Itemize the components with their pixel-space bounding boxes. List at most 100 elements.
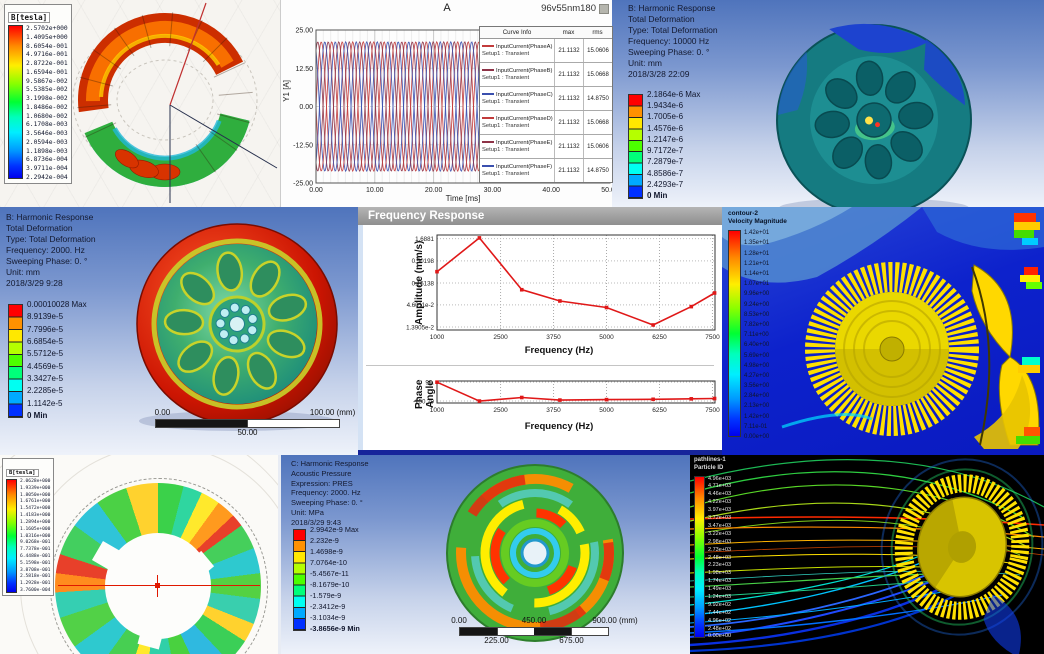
info-line: Total Deformation xyxy=(628,14,695,25)
ruler-label-450: 450.00 xyxy=(521,616,547,625)
legend-values: 2.9942e-9 Max 2.232e-9 1.4698e-9 7.0764e-10… xyxy=(310,525,360,633)
curve-table-header: Curve Info max rms xyxy=(480,27,612,39)
legend-value: 4.27e+00 xyxy=(744,372,770,379)
teal-wheel-render xyxy=(776,23,972,207)
bfield-legend: B[tesla] 2.0628e+000 1.9339e+000 1.8050e+0… xyxy=(2,458,55,596)
legend-value: 6.8736e-004 xyxy=(26,156,68,164)
legend-value: 5.1598e-001 xyxy=(20,560,51,566)
legend-title-line2: Particle ID xyxy=(694,464,724,471)
x-axis-label: Time [ms] xyxy=(445,194,481,203)
color-scale-bar xyxy=(293,529,306,631)
legend-value: 1.1898e-003 xyxy=(26,147,68,155)
curve-setup: Setup1 : Transient xyxy=(482,98,530,105)
curve-info-row: InputCurrent(PhaseA) Setup1 : Transient … xyxy=(480,39,612,63)
curve-setup: Setup1 : Transient xyxy=(482,122,530,129)
tick-label: -150.29 xyxy=(413,398,435,405)
legend-value: 1.42e+01 xyxy=(744,230,770,237)
ruler-bar xyxy=(459,627,609,636)
legend-value: 4.96e+02 xyxy=(708,617,732,624)
legend-value: 9.92e+02 xyxy=(708,601,732,608)
legend-value: 1.49e+03 xyxy=(708,586,732,593)
legend-value: 4.46e+03 xyxy=(708,491,732,498)
legend-value: 1.4183e+000 xyxy=(20,513,51,519)
legend-value: -5.4567e-11 xyxy=(310,569,349,578)
tick-label: 0.50198 xyxy=(412,258,435,265)
window-titlebar[interactable]: Frequency Response xyxy=(358,207,722,225)
legend-value: 7.11e+00 xyxy=(744,332,769,339)
curve-info-table: Curve Info max rms InputCurrent(PhaseA) … xyxy=(479,26,613,183)
legend-value: 4.22e+03 xyxy=(708,499,732,506)
legend-value: 3.72e+03 xyxy=(708,515,732,522)
legend-values: 1.42e+01 1.35e+01 1.28e+01 1.21e+01 1.14e+01… xyxy=(744,230,769,440)
legend-value: 1.74e+03 xyxy=(708,578,732,585)
tick-label: 7500 xyxy=(705,407,720,414)
curve-info-row: InputCurrent(PhaseC) Setup1 : Transient … xyxy=(480,87,612,111)
info-line: Frequency: 10000 Hz xyxy=(628,36,710,47)
tick-label: 1.6881 xyxy=(415,236,434,243)
legend-value: 1.1142e-5 xyxy=(27,398,63,408)
legend-value: 7.0764e-10 xyxy=(310,558,347,567)
info-line: 2018/3/28 22:09 xyxy=(628,69,690,80)
deformation-legend: 2.1864e-6 Max 1.9434e-6 1.7005e-6 1.4576e-6… xyxy=(628,90,700,200)
legend-value: 2.2285e-5 xyxy=(27,386,64,396)
curve-max: 21.1132 xyxy=(554,39,583,62)
data-point-marker xyxy=(477,399,482,403)
tick-label: 20.00 xyxy=(425,187,443,194)
info-line: Frequency: 2000. Hz xyxy=(291,488,361,498)
info-line: 2018/3/29 9:43 xyxy=(291,517,342,527)
red-wheel-render xyxy=(136,223,338,431)
info-line: Expression: PRES xyxy=(291,478,353,488)
legend-title-line1: contour-2 xyxy=(728,210,758,217)
tick-label: 1.3905e-2 xyxy=(406,324,434,331)
legend-value: 6.1708e-003 xyxy=(26,121,68,129)
legend-value: 1.07e+01 xyxy=(744,281,770,288)
legend-value: 9.5867e-002 xyxy=(26,77,68,85)
curve-info-row: InputCurrent(PhaseE) Setup1 : Transient … xyxy=(480,135,612,159)
info-line: Sweeping Phase: 0. ° xyxy=(291,498,363,507)
data-point-marker xyxy=(519,395,524,400)
legend-value: 4.98e+00 xyxy=(744,362,770,369)
curve-setup: Setup1 : Transient xyxy=(482,74,530,81)
curve-max: 21.1132 xyxy=(554,111,583,134)
info-line: C: Harmonic Response xyxy=(291,459,369,468)
legend-value: 3.9711e-004 xyxy=(26,165,68,172)
data-point-marker xyxy=(477,236,482,240)
ruler-label-0: 0.00 xyxy=(451,616,467,625)
chart-tab-icon[interactable] xyxy=(599,3,609,14)
curve-rms: 15.0606 xyxy=(583,39,612,62)
tick-label: -12.50 xyxy=(293,142,313,149)
legend-title-line2: Velocity Magnitude xyxy=(728,218,787,226)
curve-rms: 15.0668 xyxy=(583,63,612,86)
legend-value: 2.98e+03 xyxy=(708,538,732,545)
legend-value: 1.2894e+000 xyxy=(20,519,51,525)
window-tab-label: 96v55nm180 xyxy=(541,3,596,14)
info-line: B: Harmonic Response xyxy=(628,3,716,13)
legend-value: 2.5818e-001 xyxy=(20,574,51,580)
ruler-label-100: 100.00 (mm) xyxy=(309,408,356,417)
panel-pathlines: pathlines-1 Particle ID 4.96e+03 4.71e+03… xyxy=(690,455,1044,654)
legend-value: 1.8486e-002 xyxy=(26,103,68,111)
curve-color-swatch xyxy=(482,45,494,48)
curve-setup: Setup1 : Transient xyxy=(482,146,530,153)
data-point-marker xyxy=(712,396,717,401)
legend-values: 4.96e+03 4.71e+03 4.46e+03 4.22e+03 3.97e+03… xyxy=(708,476,731,640)
legend-value: 3.8708e-001 xyxy=(20,567,51,573)
color-scale-bar xyxy=(8,304,23,418)
tick-label: -25.00 xyxy=(293,181,313,188)
info-line: Unit: mm xyxy=(628,58,662,69)
crosshair-center xyxy=(155,583,160,588)
legend-value: 4.8586e-7 xyxy=(647,168,684,178)
legend-value: 2.9942e-9 Max xyxy=(310,525,359,534)
legend-values: 2.1864e-6 Max 1.9434e-6 1.7005e-6 1.4576e-6… xyxy=(647,90,700,200)
info-line: Frequency: 2000. Hz xyxy=(6,245,85,256)
curve-max: 21.1132 xyxy=(554,135,583,158)
legend-value: 2.1864e-6 Max xyxy=(647,90,701,99)
panel-acoustic-pressure: C: Harmonic Response Acoustic Pressure Exp… xyxy=(278,455,693,654)
panel-maxwell-torus: B[tesla] 2.5702e+000 1.4095e+000 8.6054e-0… xyxy=(0,0,280,207)
color-scale-bar xyxy=(694,475,705,638)
color-scale-bar xyxy=(628,94,643,199)
legend-value: 1.42e+00 xyxy=(744,413,770,420)
legend-values: 2.5702e+000 1.4095e+000 8.6054e-001 4.9716e… xyxy=(26,25,68,181)
plot-window-tab[interactable]: 96v55nm180 xyxy=(541,3,609,14)
legend-value: 4.4569e-5 xyxy=(27,361,64,371)
